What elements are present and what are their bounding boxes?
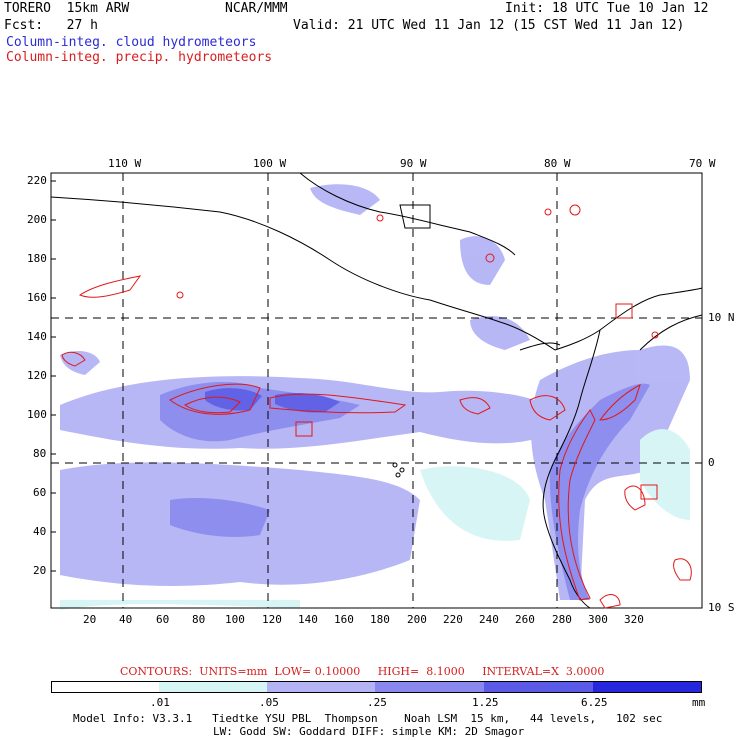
colorbar-cell bbox=[159, 681, 267, 693]
lat-label-0: 0 bbox=[708, 456, 715, 469]
colorbar-frame bbox=[51, 681, 702, 693]
colorbar-cell bbox=[267, 681, 375, 693]
x-tick-label: 160 bbox=[334, 613, 354, 626]
y-tick-label: 20 bbox=[33, 564, 47, 577]
x-tick-label: 180 bbox=[370, 613, 390, 626]
x-tick-label: 80 bbox=[192, 613, 206, 626]
y-tick-label: 220 bbox=[27, 174, 47, 187]
cloud-shading bbox=[60, 184, 690, 610]
model-info: Model Info: V3.3.1 Tiedtke YSU PBL Thomp… bbox=[73, 712, 663, 725]
lon-label-70w: 70 W bbox=[689, 157, 716, 170]
org-label: NCAR/MMM bbox=[225, 1, 288, 16]
lat-lon-grid bbox=[51, 173, 702, 608]
y-tick-label: 60 bbox=[33, 486, 47, 499]
y-tick-label: 80 bbox=[33, 447, 47, 460]
y-tick-label: 160 bbox=[27, 291, 47, 304]
galapagos-islands bbox=[392, 462, 405, 478]
colorbar-units: mm bbox=[692, 696, 706, 709]
x-tick-label: 260 bbox=[515, 613, 535, 626]
coastlines bbox=[50, 172, 703, 609]
precip-contours bbox=[61, 204, 692, 609]
colorbar-cell bbox=[51, 681, 159, 693]
lon-label-80w: 80 W bbox=[544, 157, 571, 170]
colorbar-label: 1.25 bbox=[472, 696, 499, 709]
colorbar-cell bbox=[593, 681, 702, 693]
colorbar-label: .25 bbox=[367, 696, 387, 709]
colorbar-label: 6.25 bbox=[581, 696, 608, 709]
y-tick-label: 180 bbox=[27, 252, 47, 265]
contour-info: CONTOURS: UNITS=mm LOW= 0.10000 HIGH= 8.… bbox=[120, 665, 605, 678]
x-tick-label: 100 bbox=[225, 613, 245, 626]
forecast-hour: Fcst: 27 h bbox=[4, 18, 98, 33]
colorbar-label: .05 bbox=[259, 696, 279, 709]
x-tick-label: 320 bbox=[624, 613, 644, 626]
colorbar-cell bbox=[375, 681, 484, 693]
x-tick-label: 280 bbox=[552, 613, 572, 626]
lon-label-100w: 100 W bbox=[253, 157, 287, 170]
x-tick-label: 20 bbox=[83, 613, 97, 626]
x-tick-label: 200 bbox=[407, 613, 427, 626]
colorbar-label: .01 bbox=[150, 696, 170, 709]
left-axis-ticks bbox=[51, 180, 56, 572]
y-tick-label: 140 bbox=[27, 330, 47, 343]
lat-label-10n: 10 N bbox=[708, 311, 735, 324]
x-tick-label: 40 bbox=[119, 613, 133, 626]
x-tick-label: 240 bbox=[479, 613, 499, 626]
model-title: TORERO 15km ARW bbox=[4, 1, 130, 16]
lon-label-110w: 110 W bbox=[108, 157, 142, 170]
valid-time: Valid: 21 UTC Wed 11 Jan 12 (15 CST Wed … bbox=[293, 18, 685, 33]
x-tick-label: 300 bbox=[588, 613, 608, 626]
y-tick-label: 200 bbox=[27, 213, 47, 226]
y-tick-label: 40 bbox=[33, 525, 47, 538]
lon-label-90w: 90 W bbox=[400, 157, 427, 170]
plot-frame bbox=[50, 172, 703, 609]
y-tick-label: 100 bbox=[27, 408, 47, 421]
x-tick-label: 60 bbox=[156, 613, 170, 626]
x-tick-label: 140 bbox=[298, 613, 318, 626]
init-time: Init: 18 UTC Tue 10 Jan 12 bbox=[505, 1, 709, 16]
legend-cloud: Column-integ. cloud hydrometeors bbox=[6, 35, 257, 50]
x-tick-label: 120 bbox=[262, 613, 282, 626]
lat-label-10s: 10 S bbox=[708, 601, 735, 614]
physics-info: LW: Godd SW: Goddard DIFF: simple KM: 2D… bbox=[213, 725, 525, 738]
colorbar-cell bbox=[484, 681, 593, 693]
x-tick-label: 220 bbox=[443, 613, 463, 626]
y-tick-label: 120 bbox=[27, 369, 47, 382]
legend-precip: Column-integ. precip. hydrometeors bbox=[6, 50, 273, 65]
